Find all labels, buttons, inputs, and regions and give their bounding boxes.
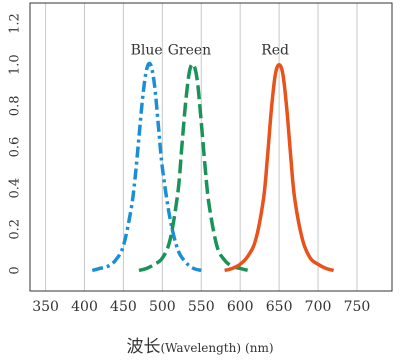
x-tick-label: 700 (305, 299, 332, 315)
x-axis-label: 波长(Wavelength) (nm) (126, 337, 273, 357)
series-label-blue: Blue (131, 43, 163, 59)
y-tick-label: 0.8 (8, 96, 23, 117)
series-label-red: Red (261, 43, 289, 59)
series-label-green: Green (168, 43, 211, 59)
x-tick-label: 350 (32, 299, 59, 315)
x-tick-label: 600 (227, 299, 254, 315)
x-tick-label: 550 (188, 299, 215, 315)
y-tick-label: 1.0 (8, 54, 23, 75)
y-tick-label: 0 (8, 266, 23, 274)
tick-labels: 350 400 450 500 550 600 650 700 750 0 0.2 0.4 0.6 0.8… (8, 13, 371, 315)
x-tick-label: 450 (110, 299, 137, 315)
x-tick-label: 650 (266, 299, 293, 315)
series-layer (91, 61, 335, 273)
series-labels: Blue Green Red (131, 43, 289, 59)
series-line-blue (91, 61, 202, 273)
x-tick-label: 750 (344, 299, 371, 315)
x-tick-label: 500 (149, 299, 176, 315)
series-line-green (138, 62, 249, 273)
series-line-red (224, 62, 335, 273)
y-tick-label: 0.2 (8, 219, 23, 240)
x-tick-label: 400 (71, 299, 98, 315)
plot-frame (29, 2, 393, 292)
y-tick-label: 0.6 (8, 137, 23, 158)
grid (45, 3, 358, 291)
y-tick-label: 1.2 (8, 13, 23, 34)
y-tick-label: 0.4 (8, 178, 23, 199)
